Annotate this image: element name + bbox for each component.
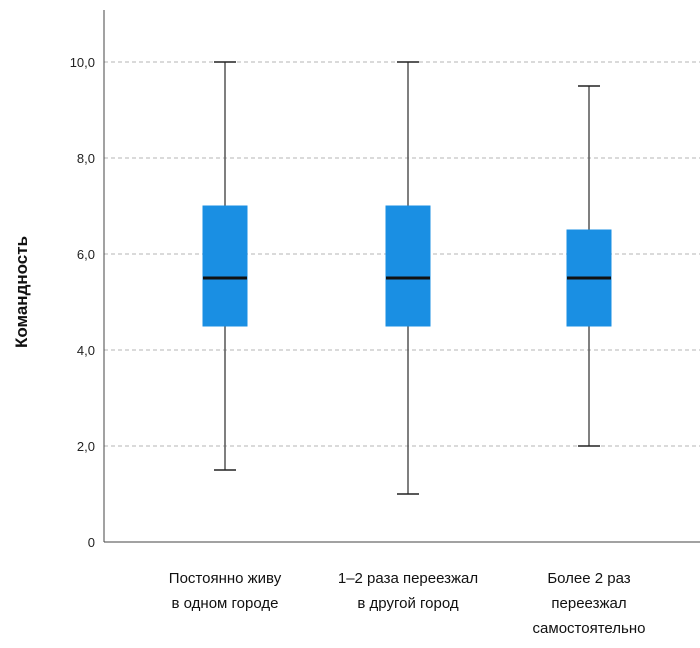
box-1 [202,61,248,471]
y-axis-label: Командность [12,236,31,348]
y-tick-label: 8,0 [77,151,95,166]
category-label: Постоянно живу в одном городе [169,570,282,612]
y-tick-label: 4,0 [77,343,95,358]
boxes [202,61,612,495]
y-tick-labels: 0 2,0 4,0 6,0 8,0 10,0 [70,55,95,550]
y-tick-label: 2,0 [77,439,95,454]
category-label: Более 2 раз переезжал самостоятельно [533,570,646,637]
y-tick-label: 0 [88,535,95,550]
axes [103,10,700,543]
iqr-box [202,205,248,327]
category-label-line: Более 2 раз [547,570,630,587]
category-label-line: 1–2 раза переезжал [338,570,478,587]
category-label-line: в одном городе [172,595,279,612]
category-label-line: самостоятельно [533,620,646,637]
box-2 [385,61,431,495]
y-tick-label: 10,0 [70,55,95,70]
category-label-line: в другой город [357,595,458,612]
category-label-line: Постоянно живу [169,570,282,587]
box-3 [566,85,612,447]
y-tick-label: 6,0 [77,247,95,262]
category-labels: Постоянно живу в одном городе 1–2 раза пер… [169,570,646,637]
category-label-line: переезжал [551,595,626,612]
iqr-box [385,205,431,327]
category-label: 1–2 раза переезжал в другой город [338,570,478,612]
